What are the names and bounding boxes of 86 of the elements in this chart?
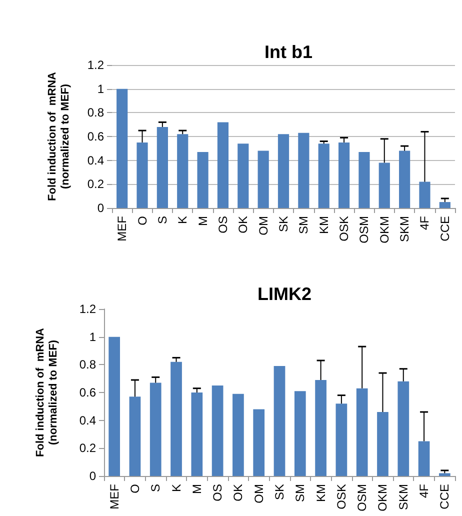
y-tick-label: 0.2 bbox=[87, 177, 104, 192]
x-tick-label: S bbox=[148, 484, 163, 492]
bar bbox=[129, 396, 141, 476]
y-tick-label: 1 bbox=[89, 330, 96, 344]
x-tick-label: OSM bbox=[357, 216, 372, 244]
x-tick-label: OSK bbox=[334, 484, 348, 510]
x-tick-label: SM bbox=[296, 216, 311, 234]
bar bbox=[258, 150, 269, 208]
x-tick-label: OM bbox=[256, 216, 270, 236]
chart-title: Int b1 bbox=[264, 42, 312, 62]
x-tick-label: KM bbox=[314, 484, 328, 502]
bar bbox=[294, 391, 306, 476]
x-tick-label: OS bbox=[210, 484, 225, 502]
y-tick-label: 0.6 bbox=[79, 386, 96, 400]
x-tick-label: 4F bbox=[418, 216, 432, 230]
x-tick-label: SKM bbox=[398, 216, 412, 242]
y-tick-label: 0 bbox=[89, 469, 96, 483]
x-tick-label: O bbox=[128, 484, 142, 494]
bar bbox=[315, 380, 326, 476]
x-tick-label: OK bbox=[231, 484, 246, 502]
x-tick-label: S bbox=[155, 216, 170, 224]
x-tick-label: OSK bbox=[337, 216, 352, 242]
bar bbox=[398, 381, 410, 476]
bar bbox=[170, 362, 182, 476]
x-tick-label: OKM bbox=[377, 216, 392, 244]
x-tick-label: OK bbox=[236, 216, 250, 234]
y-tick-label: 1.2 bbox=[79, 302, 96, 316]
y-tick-label: 0.4 bbox=[87, 153, 104, 168]
bar bbox=[253, 409, 265, 476]
y-tick-label: 0 bbox=[97, 201, 104, 215]
bar bbox=[197, 152, 208, 208]
chart-title: LIMK2 bbox=[258, 284, 312, 304]
x-tick-label: SKM bbox=[396, 484, 410, 510]
x-tick-label: OM bbox=[252, 484, 266, 504]
x-tick-label: MEF bbox=[107, 484, 122, 510]
bar bbox=[439, 473, 450, 476]
x-tick-label: M bbox=[190, 484, 204, 494]
y-tick-label: 0.4 bbox=[79, 413, 96, 428]
bar bbox=[156, 126, 168, 208]
y-axis-title: Fold induction of mRNA (normalized to MEF) bbox=[34, 328, 60, 457]
bar bbox=[336, 404, 348, 476]
bar bbox=[399, 150, 410, 208]
bar bbox=[116, 88, 128, 208]
bar bbox=[278, 134, 290, 208]
bar bbox=[356, 388, 368, 476]
bar bbox=[318, 144, 330, 208]
bar bbox=[136, 142, 148, 208]
bar bbox=[338, 142, 350, 208]
x-tick-label: O bbox=[135, 216, 150, 226]
x-tick-label: M bbox=[196, 216, 210, 226]
x-tick-label: SK bbox=[272, 484, 286, 500]
bar bbox=[150, 382, 162, 476]
bar bbox=[377, 412, 388, 476]
y-tick-label: 0.8 bbox=[79, 358, 96, 372]
y-tick-label: 1.2 bbox=[87, 58, 104, 72]
bar bbox=[238, 144, 249, 208]
x-tick-label: KM bbox=[316, 216, 331, 234]
x-tick-label: SK bbox=[276, 216, 290, 232]
bar bbox=[358, 152, 370, 208]
bar bbox=[232, 394, 244, 476]
y-tick-label: 0.8 bbox=[87, 106, 104, 120]
x-tick-label: OKM bbox=[376, 484, 390, 512]
x-tick-label: K bbox=[169, 484, 184, 492]
bar bbox=[439, 202, 450, 208]
bar bbox=[177, 134, 188, 208]
bar bbox=[191, 392, 203, 476]
x-tick-label: CCE bbox=[438, 484, 452, 510]
y-tick-label: 0.2 bbox=[79, 441, 96, 456]
bar bbox=[298, 132, 310, 208]
x-tick-label: MEF bbox=[115, 216, 130, 242]
x-tick-label: CCE bbox=[438, 216, 452, 242]
bar bbox=[274, 366, 286, 476]
x-tick-label: 4F bbox=[417, 484, 432, 498]
x-tick-label: OS bbox=[216, 216, 230, 234]
x-tick-label: OSM bbox=[355, 484, 370, 512]
bar bbox=[217, 122, 229, 208]
x-tick-label: SM bbox=[293, 484, 308, 502]
bar bbox=[419, 182, 430, 208]
y-tick-label: 0.6 bbox=[87, 130, 104, 144]
y-axis-title: Fold induction of mRNA (normalized to MEF) bbox=[46, 72, 72, 201]
bar bbox=[418, 441, 430, 476]
bar bbox=[212, 386, 224, 476]
bar bbox=[108, 336, 120, 476]
bar bbox=[378, 162, 390, 208]
x-tick-label: K bbox=[176, 216, 190, 224]
y-tick-label: 1 bbox=[97, 82, 104, 96]
